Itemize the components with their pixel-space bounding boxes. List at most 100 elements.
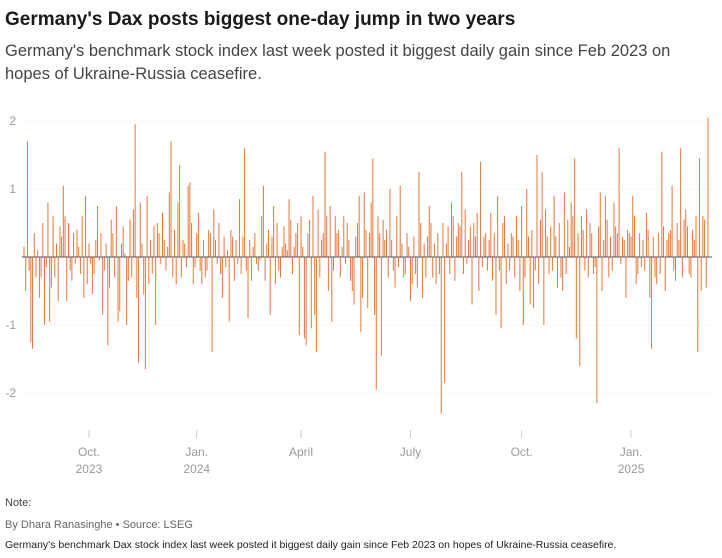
bar bbox=[582, 229, 584, 257]
x-axis-ticks: Oct. 2023 Jan. 2024 April July Oct. Jan. 2025 bbox=[76, 430, 645, 476]
bar bbox=[206, 257, 208, 271]
bar bbox=[704, 219, 706, 257]
bar bbox=[504, 216, 506, 257]
bar bbox=[700, 257, 702, 291]
y-tick-label: -2 bbox=[5, 386, 16, 400]
bar bbox=[42, 223, 44, 257]
bar bbox=[459, 226, 461, 257]
bar bbox=[215, 240, 217, 257]
bar bbox=[671, 185, 673, 257]
note-label: Note: bbox=[5, 497, 32, 509]
bar bbox=[93, 257, 95, 274]
bar bbox=[90, 257, 92, 264]
bar bbox=[64, 216, 66, 257]
bar bbox=[209, 233, 211, 257]
bar bbox=[632, 195, 634, 257]
bar bbox=[228, 257, 230, 322]
bar bbox=[172, 257, 174, 278]
bar bbox=[218, 223, 220, 257]
bar bbox=[651, 257, 653, 349]
bar bbox=[603, 240, 605, 257]
bar bbox=[52, 216, 54, 257]
bar bbox=[295, 233, 297, 257]
bar bbox=[107, 257, 109, 346]
bar bbox=[397, 257, 399, 268]
bar bbox=[69, 257, 71, 271]
bar bbox=[54, 257, 56, 278]
bar bbox=[315, 257, 317, 353]
bar bbox=[271, 236, 273, 257]
bar bbox=[529, 257, 531, 305]
bar bbox=[194, 257, 196, 268]
bar bbox=[245, 257, 247, 271]
bar bbox=[120, 243, 122, 257]
bar bbox=[377, 216, 379, 257]
bar bbox=[645, 212, 647, 257]
bar bbox=[575, 257, 577, 339]
bar bbox=[350, 257, 352, 281]
bar bbox=[428, 206, 430, 257]
bar bbox=[572, 216, 574, 257]
bar bbox=[692, 229, 694, 257]
bar bbox=[622, 236, 623, 257]
bar bbox=[237, 257, 239, 264]
bar bbox=[558, 223, 560, 257]
bar bbox=[615, 226, 617, 257]
bar bbox=[109, 257, 110, 288]
bar bbox=[168, 192, 170, 257]
bar bbox=[78, 246, 80, 257]
bar bbox=[486, 257, 488, 271]
bar bbox=[462, 257, 464, 274]
bar bbox=[197, 212, 199, 257]
bar bbox=[430, 223, 432, 257]
bar bbox=[676, 223, 678, 257]
bar bbox=[307, 233, 309, 257]
bar bbox=[85, 195, 87, 257]
bar bbox=[298, 257, 300, 336]
bar bbox=[464, 209, 466, 257]
bar bbox=[242, 236, 244, 257]
x-tick-label: July bbox=[400, 445, 421, 459]
bar bbox=[33, 233, 35, 257]
bar bbox=[497, 195, 499, 257]
bar bbox=[268, 229, 270, 257]
bars bbox=[23, 117, 709, 414]
bar bbox=[91, 257, 93, 295]
bar bbox=[103, 257, 105, 271]
chart-subtitle: Germany's benchmark stock index last wee… bbox=[5, 42, 671, 83]
bar bbox=[652, 236, 654, 257]
bar bbox=[232, 236, 234, 257]
bar bbox=[541, 172, 543, 257]
bar bbox=[481, 257, 483, 268]
bar bbox=[165, 257, 167, 271]
bar bbox=[610, 236, 612, 257]
bar bbox=[492, 257, 494, 281]
bar bbox=[409, 257, 411, 302]
bar bbox=[134, 124, 136, 258]
bar bbox=[309, 219, 311, 257]
x-tick-year-label: 2025 bbox=[618, 462, 645, 476]
bar bbox=[76, 229, 78, 257]
bar bbox=[522, 257, 524, 325]
bar bbox=[546, 236, 548, 257]
bar bbox=[322, 233, 324, 257]
bar bbox=[596, 257, 598, 404]
bar bbox=[457, 223, 459, 257]
bar bbox=[45, 257, 47, 268]
bar bbox=[240, 257, 242, 274]
bar bbox=[341, 246, 343, 257]
y-tick-label: 1 bbox=[9, 182, 16, 196]
bar bbox=[26, 141, 28, 257]
bar bbox=[59, 226, 61, 257]
bar bbox=[204, 257, 206, 278]
x-tick-label: April bbox=[289, 445, 313, 459]
bar bbox=[303, 257, 305, 339]
bar bbox=[343, 216, 345, 257]
bar bbox=[119, 257, 121, 312]
bar bbox=[47, 202, 49, 257]
bar bbox=[49, 257, 51, 322]
bar bbox=[698, 158, 700, 257]
bar bbox=[421, 257, 423, 298]
bar bbox=[531, 229, 533, 257]
bar bbox=[363, 192, 365, 257]
